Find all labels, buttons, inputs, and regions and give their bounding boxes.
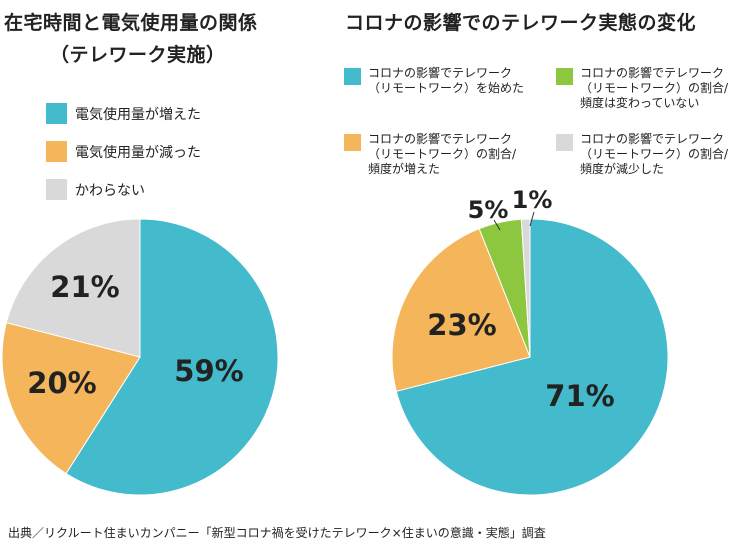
- pie-0-slice-2: [5, 218, 141, 358]
- pie-1-label-0: 71%: [545, 379, 614, 413]
- legend-label: コロナの影響でテレワーク （リモートワーク）の割合/ 頻度が増えた: [368, 132, 517, 176]
- right-legend-item-started: コロナの影響でテレワーク （リモートワーク）を始めた: [344, 66, 544, 100]
- left-chart-title: 在宅時間と電気使用量の関係: [4, 12, 258, 34]
- legend-swatch: [344, 134, 361, 151]
- legend-swatch: [46, 179, 67, 200]
- legend-label: 電気使用量が増えた: [75, 106, 201, 123]
- pie-1-slice-3: [520, 218, 531, 358]
- legend-label: 電気使用量が減った: [75, 144, 201, 161]
- left-chart-subtitle: （テレワーク実施）: [50, 44, 226, 66]
- legend-label: コロナの影響でテレワーク （リモートワーク）の割合/ 頻度が減少した: [580, 132, 729, 176]
- legend-swatch: [556, 68, 573, 85]
- pie-1-leader-line-0: [493, 219, 501, 231]
- legend-swatch: [46, 141, 67, 162]
- right-legend-item-unchanged: コロナの影響でテレワーク （リモートワーク）の割合/ 頻度は変わっていない: [556, 66, 750, 116]
- right-legend-item-increased: コロナの影響でテレワーク （リモートワーク）の割合/ 頻度が増えた: [344, 132, 544, 182]
- legend-swatch: [556, 134, 573, 151]
- pie-0-label-2: 21%: [50, 270, 119, 304]
- pie-1-slice-0: [395, 218, 669, 496]
- left-legend-item-increased: 電気使用量が増えた: [46, 103, 201, 124]
- right-legend-item-decreased: コロナの影響でテレワーク （リモートワーク）の割合/ 頻度が減少した: [556, 132, 750, 182]
- legend-label: コロナの影響でテレワーク （リモートワーク）を始めた: [368, 66, 525, 95]
- pie-0-slice-0: [65, 218, 279, 496]
- pie-0-slice-1: [1, 322, 141, 475]
- legend-label: かわらない: [75, 182, 145, 199]
- legend-swatch: [344, 68, 361, 85]
- left-legend-item-decreased: 電気使用量が減った: [46, 141, 201, 162]
- pie-1-slice-1: [391, 228, 531, 392]
- source-note: 出典／リクルート住まいカンパニー「新型コロナ禍を受けたテレワーク×住まいの意識・…: [8, 526, 546, 540]
- pie-1-label-2: 5%: [468, 196, 509, 224]
- pie-1-label-3: 1%: [512, 186, 553, 214]
- legend-label: コロナの影響でテレワーク （リモートワーク）の割合/ 頻度は変わっていない: [580, 66, 729, 110]
- pie-1-label-1: 23%: [427, 308, 496, 342]
- right-chart-title: コロナの影響でのテレワーク実態の変化: [345, 12, 697, 34]
- pie-1-leader-line-1: [529, 211, 535, 227]
- left-legend-item-unchanged: かわらない: [46, 179, 145, 200]
- pie-0-label-1: 20%: [27, 366, 96, 400]
- legend-swatch: [46, 103, 67, 124]
- pie-0-label-0: 59%: [174, 354, 243, 388]
